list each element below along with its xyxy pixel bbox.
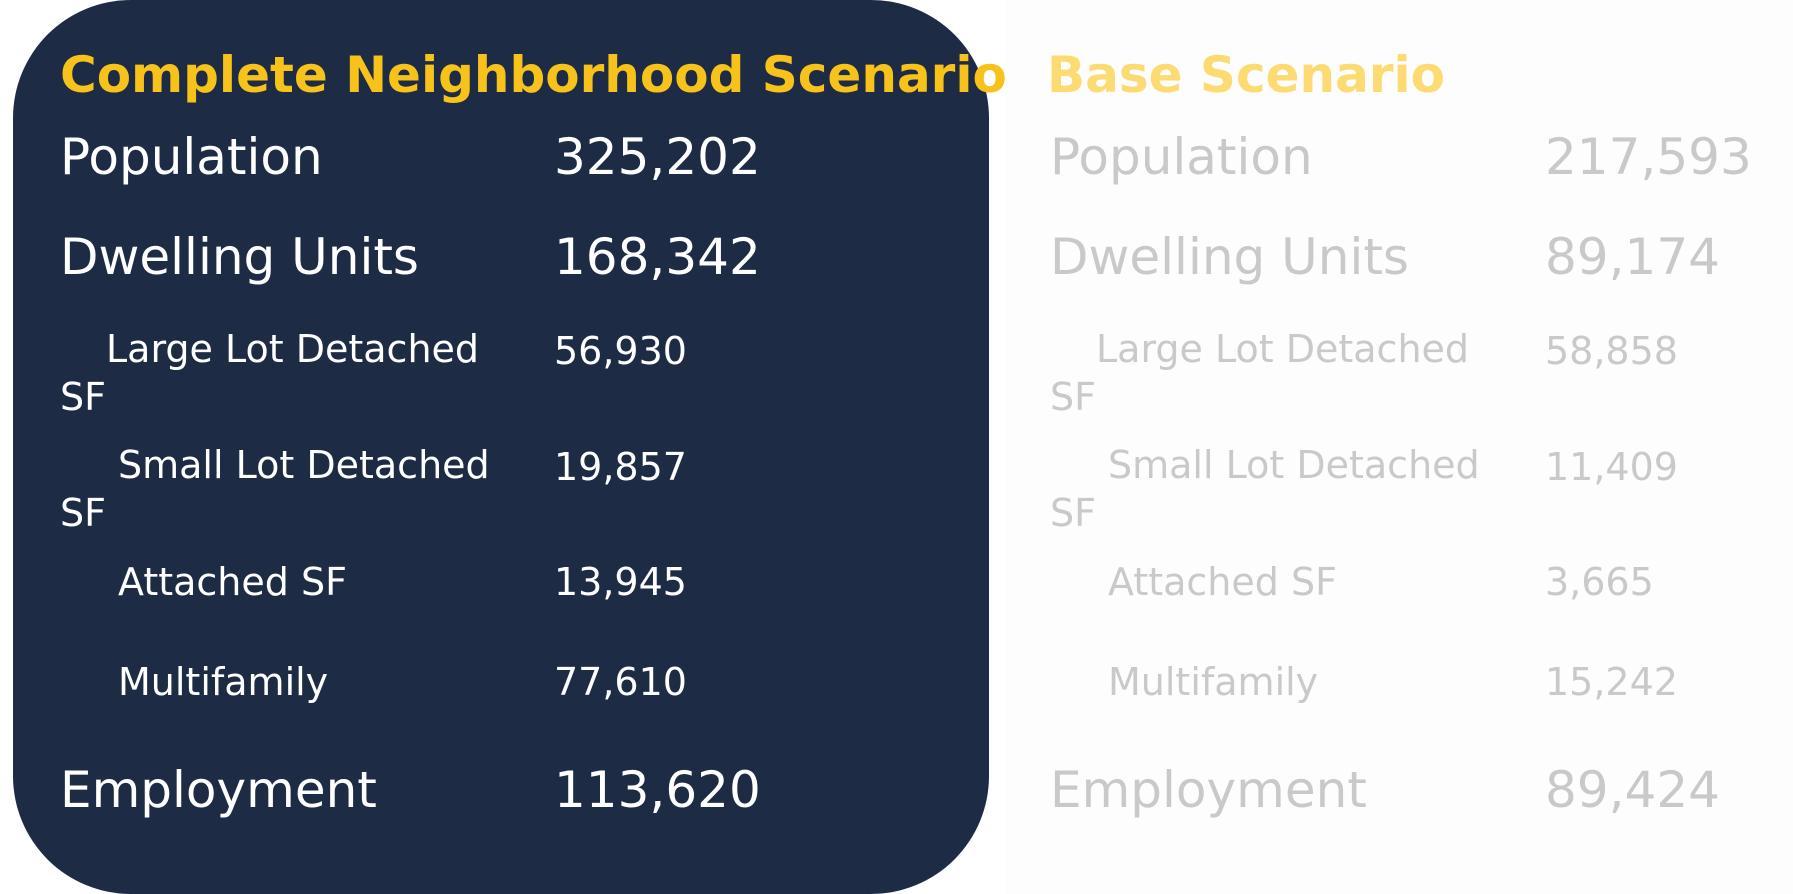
complete-attached-label: Attached SF bbox=[118, 560, 347, 604]
base-multifamily-label: Multifamily bbox=[1108, 660, 1319, 704]
complete-large-lot-label: Large Lot Detached SF bbox=[60, 327, 480, 419]
complete-small-lot-label: Small Lot Detached SF bbox=[60, 443, 490, 535]
complete-employment-value: 113,620 bbox=[554, 761, 761, 819]
complete-dwelling-units-value: 168,342 bbox=[554, 228, 761, 286]
complete-employment-label: Employment bbox=[60, 761, 377, 819]
complete-dwelling-units-label: Dwelling Units bbox=[60, 228, 419, 286]
complete-attached-value: 13,945 bbox=[554, 560, 687, 604]
base-dwelling-units-value: 89,174 bbox=[1545, 228, 1720, 286]
complete-multifamily-label: Multifamily bbox=[118, 660, 329, 704]
complete-multifamily-value: 77,610 bbox=[554, 660, 687, 704]
complete-small-lot-value: 19,857 bbox=[554, 445, 687, 489]
base-scenario-panel bbox=[1005, 0, 1793, 894]
base-small-lot-label: Small Lot Detached SF bbox=[1050, 443, 1480, 535]
base-attached-value: 3,665 bbox=[1545, 560, 1654, 604]
base-employment-label: Employment bbox=[1050, 761, 1367, 819]
base-population-value: 217,593 bbox=[1545, 128, 1752, 186]
base-attached-label: Attached SF bbox=[1108, 560, 1337, 604]
complete-scenario-panel bbox=[13, 0, 989, 894]
base-population-label: Population bbox=[1050, 128, 1313, 186]
base-employment-value: 89,424 bbox=[1545, 761, 1720, 819]
base-scenario-title: Base Scenario bbox=[1047, 46, 1445, 104]
base-large-lot-value: 58,858 bbox=[1545, 329, 1678, 373]
base-multifamily-value: 15,242 bbox=[1545, 660, 1678, 704]
complete-scenario-title: Complete Neighborhood Scenario bbox=[60, 46, 1007, 104]
complete-population-label: Population bbox=[60, 128, 323, 186]
complete-population-value: 325,202 bbox=[554, 128, 761, 186]
base-dwelling-units-label: Dwelling Units bbox=[1050, 228, 1409, 286]
base-large-lot-label: Large Lot Detached SF bbox=[1050, 327, 1470, 419]
base-small-lot-value: 11,409 bbox=[1545, 445, 1678, 489]
complete-large-lot-value: 56,930 bbox=[554, 329, 687, 373]
